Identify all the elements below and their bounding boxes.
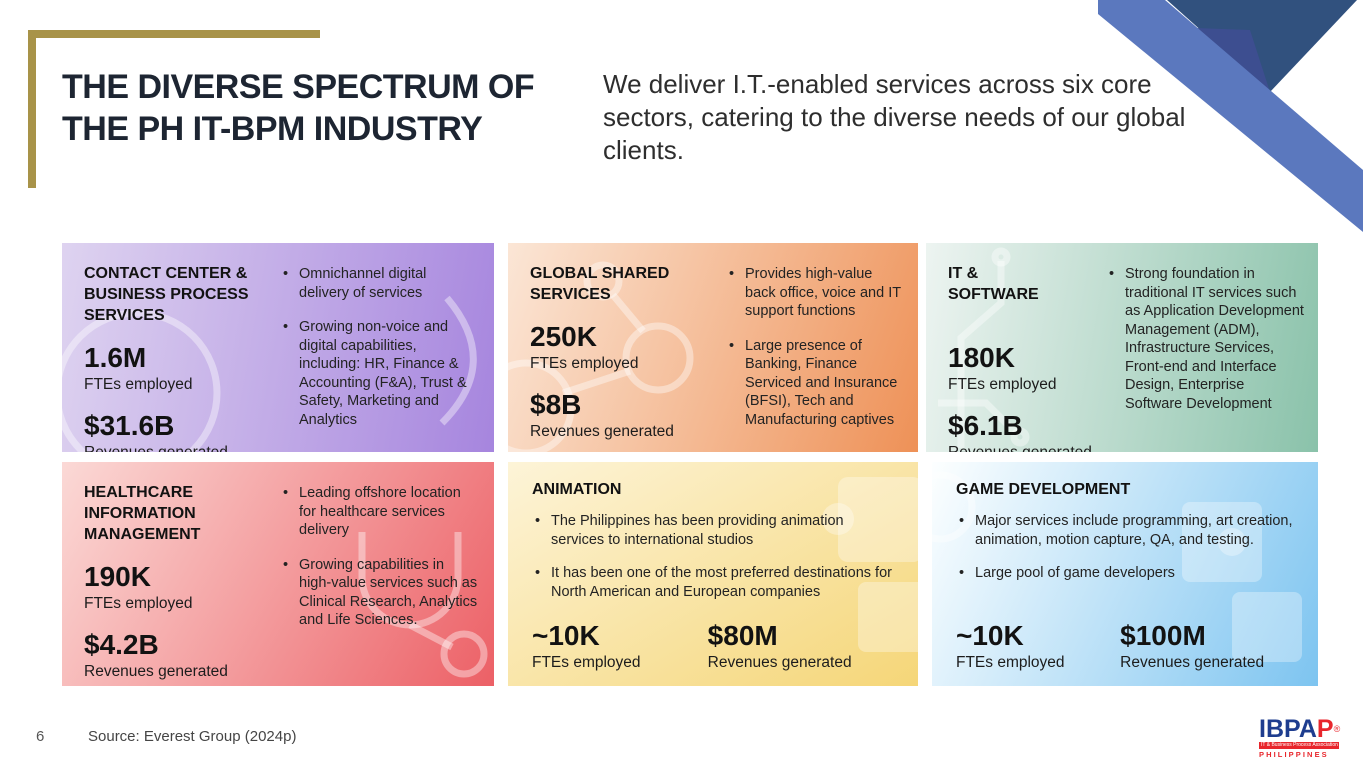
card-right-column: Omnichannel digital delivery of services… xyxy=(280,263,480,438)
logo-country: PHILIPPINES xyxy=(1259,750,1329,759)
card-right-column: Leading offshore location for healthcare… xyxy=(280,482,480,672)
stat-value: $4.2B xyxy=(84,629,159,660)
source-note: Source: Everest Group (2024p) xyxy=(88,728,297,745)
bullet-list: The Philippines has been providing anima… xyxy=(532,512,894,601)
sector-title: GAME DEVELOPMENT xyxy=(956,481,1131,498)
stat-revenue: $8B Revenues generated xyxy=(530,390,726,441)
logo-tagline: IT & Business Process Association xyxy=(1259,742,1339,749)
slide-subtitle: We deliver I.T.-enabled services across … xyxy=(603,69,1186,165)
stat-ftes: 190K FTEs employed xyxy=(84,562,280,613)
stat-label: FTEs employed xyxy=(948,376,1057,393)
sector-title: ANIMATION xyxy=(532,481,622,498)
stat-revenue: $6.1B Revenues generated xyxy=(948,410,1106,453)
bullet-item: The Philippines has been providing anima… xyxy=(532,512,894,549)
page-title: THE DIVERSE SPECTRUM OF THE PH IT-BPM IN… xyxy=(62,68,535,148)
stat-ftes: 1.6M FTEs employed xyxy=(84,343,280,394)
stat-value: $6.1B xyxy=(948,410,1023,441)
card-stats-row: ~10K FTEs employed $100M Revenues genera… xyxy=(956,621,1298,672)
stat-value: $80M xyxy=(707,620,778,651)
stat-value: $31.6B xyxy=(84,410,175,441)
stat-value: ~10K xyxy=(532,620,600,651)
card-stats-row: ~10K FTEs employed $80M Revenues generat… xyxy=(532,621,898,672)
stat-label: Revenues generated xyxy=(1120,654,1265,671)
logo-red-letter: P xyxy=(1316,715,1334,743)
stat-revenue: $80M Revenues generated xyxy=(708,621,884,672)
sector-card-game-development: GAME DEVELOPMENT Major services include … xyxy=(932,462,1318,686)
corner-ribbon-decoration xyxy=(1098,0,1363,232)
stat-label: FTEs employed xyxy=(956,654,1065,671)
sector-title: CONTACT CENTER & BUSINESS PROCESS SERVIC… xyxy=(84,265,249,324)
bullet-item: It has been one of the most preferred de… xyxy=(532,564,894,601)
card-left-column: CONTACT CENTER & BUSINESS PROCESS SERVIC… xyxy=(84,263,280,452)
stat-ftes: ~10K FTEs employed xyxy=(956,621,1120,672)
stat-label: FTEs employed xyxy=(532,654,641,671)
sector-card-global-shared-services: GLOBAL SHARED SERVICES 250K FTEs employe… xyxy=(508,243,918,452)
stat-label: FTEs employed xyxy=(530,355,639,372)
sector-title: GLOBAL SHARED SERVICES xyxy=(530,265,670,303)
bullet-item: Growing non-voice and digital capabiliti… xyxy=(280,318,480,429)
gold-frame-top-line xyxy=(28,30,320,38)
gold-frame-left-line xyxy=(28,30,36,188)
stat-value: 1.6M xyxy=(84,342,147,373)
logo-blue-letters: IBPA xyxy=(1259,715,1317,743)
bullet-item: Major services include programming, art … xyxy=(956,512,1294,549)
stat-revenue: $31.6B Revenues generated xyxy=(84,410,280,453)
bullet-item: Large pool of game developers xyxy=(956,564,1294,583)
card-right-column: Strong foundation in traditional IT serv… xyxy=(1106,263,1304,438)
corner-blue-band xyxy=(1098,0,1363,232)
bullet-item: Strong foundation in traditional IT serv… xyxy=(1106,265,1304,413)
bullet-list: Leading offshore location for healthcare… xyxy=(280,484,480,630)
sector-card-it-software: IT & SOFTWARE 180K FTEs employed $6.1B R… xyxy=(926,243,1318,452)
stat-value: ~10K xyxy=(956,620,1024,651)
stat-label: FTEs employed xyxy=(84,595,193,612)
stat-label: Revenues generated xyxy=(84,663,228,680)
stat-value: $8B xyxy=(530,389,582,420)
bullet-item: Growing capabilities in high-value servi… xyxy=(280,556,480,630)
stat-ftes: ~10K FTEs employed xyxy=(532,621,708,672)
bullet-list: Major services include programming, art … xyxy=(956,512,1294,583)
bullet-list: Provides high-value back office, voice a… xyxy=(726,265,904,429)
stat-label: Revenues generated xyxy=(84,444,280,452)
sector-title: IT & SOFTWARE xyxy=(948,265,1039,303)
ibpap-logo-wordmark: IBPAP® xyxy=(1259,715,1349,743)
sector-title: HEALTHCARE INFORMATION MANAGEMENT xyxy=(84,484,201,543)
card-left-column: GLOBAL SHARED SERVICES 250K FTEs employe… xyxy=(530,263,726,441)
bullet-list: Omnichannel digital delivery of services… xyxy=(280,265,480,429)
stat-label: Revenues generated xyxy=(948,444,1106,452)
stat-value: $100M xyxy=(1120,620,1206,651)
stat-value: 180K xyxy=(948,342,1015,373)
card-left-column: IT & SOFTWARE 180K FTEs employed $6.1B R… xyxy=(948,263,1106,452)
corner-navy-triangle xyxy=(1167,0,1357,92)
stat-label: FTEs employed xyxy=(84,376,193,393)
bullet-item: Large presence of Banking, Finance Servi… xyxy=(726,337,904,430)
card-left-column: HEALTHCARE INFORMATION MANAGEMENT 190K F… xyxy=(84,482,280,680)
bullet-item: Leading offshore location for healthcare… xyxy=(280,484,480,540)
stat-revenue: $4.2B Revenues generated xyxy=(84,630,280,681)
stat-revenue: $100M Revenues generated xyxy=(1120,621,1284,672)
stat-ftes: 250K FTEs employed xyxy=(530,322,726,373)
bullet-list: Strong foundation in traditional IT serv… xyxy=(1106,265,1304,413)
stat-value: 250K xyxy=(530,321,597,352)
stat-value: 190K xyxy=(84,561,151,592)
stat-label: Revenues generated xyxy=(530,423,674,440)
stat-label: Revenues generated xyxy=(707,654,852,671)
stat-ftes: 180K FTEs employed xyxy=(948,343,1106,394)
registered-mark-icon: ® xyxy=(1333,724,1341,734)
ibpap-logo: IBPAP® IT & Business Process Association… xyxy=(1259,717,1349,759)
sector-card-healthcare-information-management: HEALTHCARE INFORMATION MANAGEMENT 190K F… xyxy=(62,462,494,686)
sector-card-contact-center-bps: CONTACT CENTER & BUSINESS PROCESS SERVIC… xyxy=(62,243,494,452)
page-number: 6 xyxy=(36,728,45,745)
card-right-column: Provides high-value back office, voice a… xyxy=(726,263,904,438)
sector-card-animation: ANIMATION The Philippines has been provi… xyxy=(508,462,918,686)
bullet-item: Provides high-value back office, voice a… xyxy=(726,265,904,321)
bullet-item: Omnichannel digital delivery of services xyxy=(280,265,480,302)
